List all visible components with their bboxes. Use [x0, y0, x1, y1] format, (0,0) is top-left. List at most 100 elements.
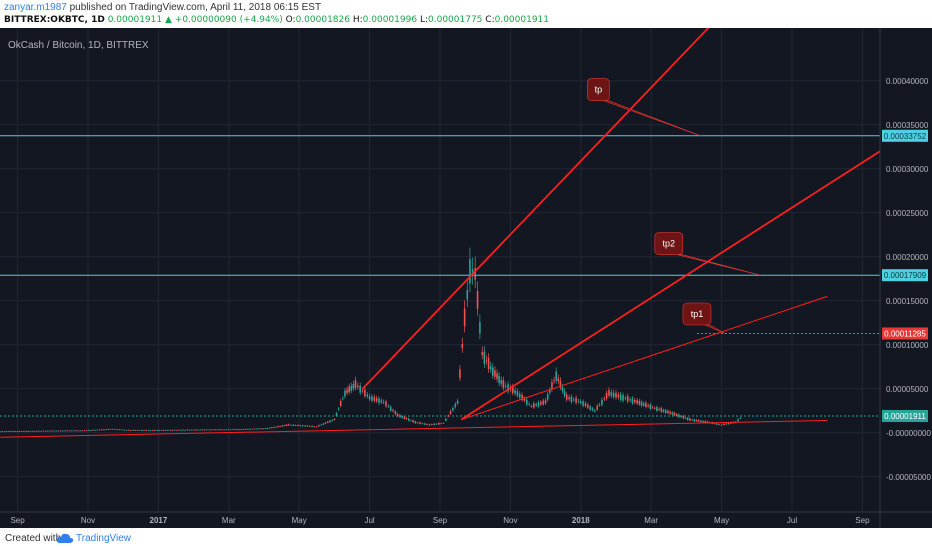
candle-body [649, 404, 652, 409]
candle-body [664, 410, 667, 414]
candle-body [700, 420, 702, 422]
candle-body [270, 427, 273, 429]
candle-body [201, 429, 204, 431]
candle-body [496, 373, 498, 380]
candle-body [561, 386, 564, 392]
candle-body [419, 422, 421, 424]
last-price: 0.00001911 [107, 15, 163, 25]
candle-body [290, 424, 292, 426]
candle-body [366, 394, 369, 397]
created-with-text: Created with [5, 533, 62, 544]
candle-body [107, 429, 110, 430]
candle-body [339, 401, 342, 406]
candle-body [631, 398, 634, 404]
x-tick-label: Jul [787, 516, 797, 525]
candle-body [615, 392, 617, 398]
x-tick-label: Jul [364, 516, 374, 525]
candle-body [281, 425, 284, 427]
candle-body [350, 385, 353, 391]
candle-body [557, 378, 560, 382]
candle-body [426, 423, 428, 425]
y-tick-label: 0.00010000 [886, 341, 929, 350]
candle-body [158, 430, 161, 431]
author-link[interactable]: zanyar.m1987 [4, 2, 67, 13]
candle-body [598, 404, 601, 406]
candle-body [727, 423, 730, 425]
price-chart[interactable]: tp tp2 tp1 OkCash / Bitcoin, 1D, BITTREX 0… [0, 28, 932, 528]
candle-body [378, 398, 380, 404]
high-value: 0.00001996 [362, 15, 418, 25]
candle-body [410, 420, 412, 422]
candle-body [737, 419, 739, 422]
candle-body [214, 429, 217, 431]
price-axis[interactable]: 0.00040000 0.00035000 0.00030000 0.00025000… [879, 28, 931, 528]
candle-body [275, 426, 277, 428]
candle-body [555, 371, 557, 381]
low-value: 0.00001775 [428, 15, 483, 25]
candle-body [77, 430, 79, 432]
candle-body [523, 398, 526, 401]
candle-body [62, 430, 64, 432]
candle-body [64, 430, 66, 432]
candle-body [138, 430, 141, 431]
x-tick-label: May [714, 516, 729, 525]
x-tick-label: Sep [855, 516, 870, 525]
candle-body [421, 423, 424, 425]
price-tag [882, 409, 928, 422]
open-label: O: [285, 15, 296, 25]
candle-body [236, 429, 238, 430]
tradingview-brand[interactable]: TradingView [76, 533, 132, 544]
candle-body [16, 431, 19, 432]
trendlines[interactable] [0, 28, 881, 438]
candle-body [662, 410, 665, 412]
candle-body [498, 375, 500, 384]
footer: Created with TradingView [0, 528, 932, 550]
x-tick-label: May [292, 516, 307, 525]
candle-body [504, 385, 507, 387]
candle-body [130, 430, 132, 431]
candle-body [154, 430, 156, 431]
candle-body [337, 408, 340, 410]
candle-body [428, 424, 431, 426]
candle-body [642, 403, 645, 406]
candle-body [283, 425, 286, 427]
candle-body [1, 431, 3, 432]
candle-body [559, 380, 562, 388]
close-label: C: [485, 15, 495, 25]
candle-body [352, 384, 355, 389]
candle-body [18, 431, 21, 432]
candle-body [57, 430, 60, 432]
candle-body [656, 407, 658, 411]
candle-body [403, 416, 406, 419]
candle-body [528, 403, 530, 405]
candle-body [66, 430, 68, 432]
candle-body [27, 430, 29, 432]
candle-body [5, 431, 8, 432]
candle-body [487, 358, 490, 370]
y-tick-label: -0.00005000 [886, 473, 931, 482]
candle-body [33, 430, 36, 432]
candle-body [88, 430, 90, 431]
candle-body [575, 397, 577, 403]
callout-box [682, 302, 712, 326]
y-tick-label: 0.00005000 [886, 385, 929, 394]
candle-body [544, 400, 547, 404]
candle-body [306, 425, 309, 427]
candle-body [262, 428, 264, 430]
candle-body [234, 429, 236, 431]
candle-body [380, 400, 383, 403]
target-annotations[interactable]: tp tp2 tp1 [587, 78, 761, 334]
candle-body [412, 420, 414, 423]
open-value: 0.00001826 [295, 15, 350, 25]
candle-body [626, 396, 629, 402]
candle-body [38, 430, 40, 432]
candle-body [518, 393, 521, 398]
candle-body [693, 419, 696, 422]
candle-body [502, 380, 505, 388]
candle-body [277, 426, 279, 428]
candle-body [568, 397, 570, 400]
candle-body [371, 396, 373, 401]
time-axis[interactable]: Sep Nov 2017 Mar May Jul Sep Nov 2018 Mar May Jul Se… [0, 511, 932, 525]
candle-body [197, 429, 200, 431]
candle-body [10, 431, 12, 432]
